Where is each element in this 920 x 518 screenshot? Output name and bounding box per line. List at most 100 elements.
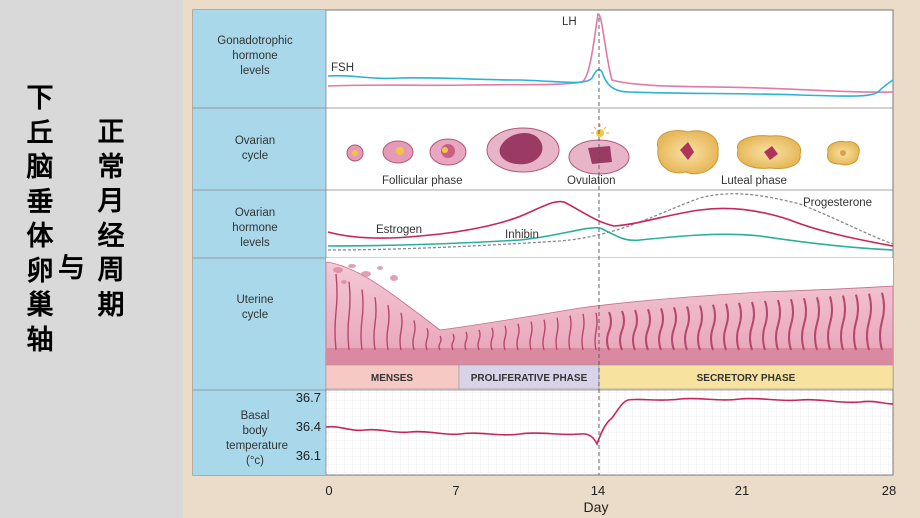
title-column-left: 下 丘 脑 垂 体 卵 巢 轴 (25, 82, 55, 358)
title-column-right: 正 常 月 经 周 期 (96, 116, 126, 323)
uterine-gland (853, 294, 859, 351)
title-panel: 下 丘 脑 垂 体 卵 巢 轴 与 正 常 月 经 周 期 (0, 0, 183, 518)
progesterone-curve (327, 193, 894, 251)
uterine-gland (516, 323, 520, 351)
secretory-bar (598, 364, 894, 390)
follicular-phase-label: Follicular phase (382, 175, 463, 187)
x-axis-label: Day (584, 499, 609, 515)
uterine-gland (347, 281, 351, 351)
uterine-gland (425, 328, 429, 351)
lh-label: LH (562, 16, 577, 28)
fsh-curve (327, 68, 894, 97)
title-char: 脑 (26, 152, 54, 183)
day-tick: 0 (325, 483, 332, 498)
uterine-gland (710, 304, 716, 351)
progesterone-label: Progesterone (803, 197, 872, 209)
day-tick: 28 (882, 483, 896, 498)
secretory-label: SECRETORY PHASE (697, 373, 796, 384)
uterine-gland (555, 317, 559, 351)
bbt-curve (325, 397, 894, 446)
row-label-gonadotrophic: Gonadotrophic hormone levels (217, 35, 293, 77)
row-label-bbt: Basal body temperature (°c) (226, 410, 288, 467)
uterine-gland (879, 292, 885, 351)
uterine-gland (412, 320, 416, 351)
day-tick: 14 (591, 483, 605, 498)
title-char: 下 (26, 83, 54, 114)
uterine-gland (632, 309, 638, 351)
uterine-gland (684, 306, 690, 351)
proliferative-label: PROLIFERATIVE PHASE (471, 373, 588, 384)
day-tick: 7 (452, 483, 459, 498)
uterine-gland (399, 312, 403, 351)
uterine-gland (529, 321, 533, 351)
uterine-gland (801, 297, 807, 351)
uterine-gland (736, 302, 742, 351)
row-label-ovarian-cycle: Ovarian cycle (235, 135, 275, 162)
uterine-glands (334, 273, 885, 351)
basal-layer (326, 348, 893, 365)
bbt-tick: 36.7 (296, 390, 321, 405)
follicle-stages (346, 124, 860, 175)
uterine-gland (814, 297, 820, 351)
title-char: 常 (97, 151, 125, 183)
title-char: 轴 (26, 324, 54, 356)
inhibin-curve (327, 226, 894, 251)
uterine-gland (581, 313, 585, 351)
uterine-gland (503, 325, 507, 351)
title-connector: 与 (58, 253, 85, 284)
row-label-column (193, 10, 326, 475)
title-char: 体 (26, 221, 54, 252)
uterine-gland (360, 289, 364, 351)
uterine-gland (386, 304, 390, 351)
uterine-gland (477, 329, 481, 351)
uterine-gland (619, 310, 625, 351)
row-label-uterine: Uterine cycle (236, 294, 273, 321)
title-char: 周 (97, 255, 125, 286)
lh-curve (327, 13, 894, 93)
uterine-gland (749, 301, 755, 351)
uterine-gland (762, 300, 768, 351)
uterine-gland (827, 296, 833, 351)
uterine-gland (697, 305, 703, 351)
menses-label: MENSES (371, 373, 414, 384)
luteal-phase-label: Luteal phase (721, 175, 787, 187)
fsh-label: FSH (331, 62, 354, 74)
uterine-gland (671, 307, 677, 351)
title-char: 卵 (26, 255, 54, 287)
uterine-gland (464, 331, 468, 351)
menses-bar (325, 364, 460, 390)
bbt-tick: 36.4 (296, 419, 321, 434)
uterine-gland (438, 335, 442, 351)
uterine-gland (658, 307, 664, 351)
uterine-gland (594, 312, 598, 351)
title-char: 垂 (26, 186, 54, 218)
uterine-gland (866, 293, 872, 351)
ovulation-label: Ovulation (567, 175, 616, 187)
follicle-antrum (499, 133, 543, 165)
inhibin-label: Inhibin (505, 229, 539, 241)
uterine-gland (606, 311, 612, 351)
title-char: 月 (97, 186, 125, 217)
ovum (596, 129, 604, 137)
title-char: 巢 (26, 290, 54, 321)
uterine-gland (568, 315, 572, 351)
uterine-gland (775, 299, 781, 351)
proliferative-bar (458, 364, 600, 390)
uterine-gland (373, 297, 377, 351)
day-tick: 21 (735, 483, 749, 498)
title-char: 正 (97, 117, 125, 148)
bbt-tick: 36.1 (296, 448, 321, 463)
uterine-gland (334, 273, 338, 351)
uterine-gland (451, 333, 455, 351)
row-label-ovarian-hormone: Ovarian hormone levels (232, 207, 277, 249)
menstrual-shedding (333, 264, 398, 284)
title-char: 丘 (26, 117, 54, 149)
uterine-gland (723, 303, 729, 351)
title-char: 期 (97, 289, 125, 321)
estrogen-curve (327, 200, 894, 247)
uterine-gland (490, 327, 494, 351)
title-char: 经 (97, 220, 125, 252)
uterine-gland (645, 308, 651, 351)
uterine-gland (542, 319, 546, 351)
